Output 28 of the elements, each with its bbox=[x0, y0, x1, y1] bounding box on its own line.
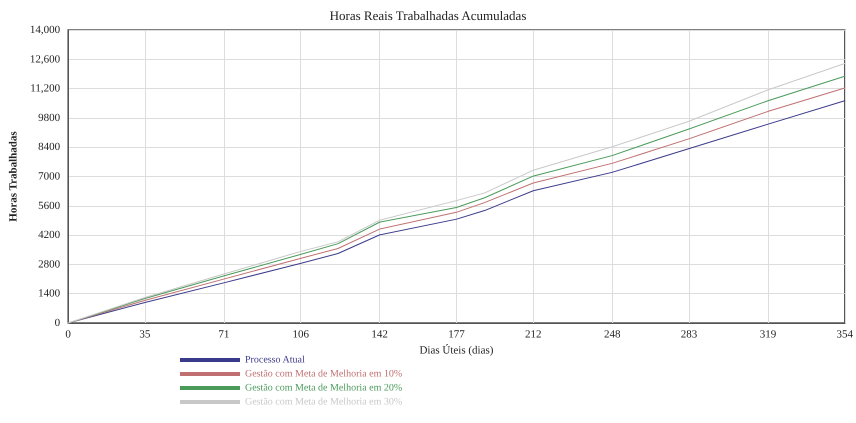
x-tick-label: 319 bbox=[760, 328, 777, 340]
x-axis-title: Dias Úteis (dias) bbox=[419, 343, 494, 356]
x-tick-label: 248 bbox=[604, 328, 621, 340]
x-tick-label: 0 bbox=[65, 328, 72, 340]
y-tick-label: 2800 bbox=[38, 258, 61, 270]
y-tick-label: 12,600 bbox=[30, 53, 61, 66]
x-tick-label: 354 bbox=[836, 328, 854, 340]
y-axis-title: Horas Trabalhadas bbox=[8, 130, 20, 222]
x-tick-label: 283 bbox=[680, 328, 698, 340]
chart-title: Horas Reais Trabalhadas Acumuladas bbox=[330, 8, 526, 23]
x-tick-label: 177 bbox=[448, 328, 466, 340]
x-tick-label: 212 bbox=[524, 328, 542, 340]
text: Gestão com Meta de Melhoria em 10% bbox=[245, 368, 402, 380]
text: Processo Atual bbox=[245, 354, 305, 366]
y-tick-label: 9800 bbox=[38, 112, 61, 124]
x-tick-label: 71 bbox=[218, 328, 230, 340]
x-tick-label: 142 bbox=[371, 328, 388, 340]
y-tick-label: 11,200 bbox=[30, 82, 61, 95]
text: Gestão com Meta de Melhoria em 20% bbox=[245, 382, 402, 394]
y-tick-label: 0 bbox=[54, 317, 61, 329]
y-tick-label: 1400 bbox=[38, 288, 61, 300]
x-tick-label: 106 bbox=[292, 328, 310, 340]
x-tick-label: 35 bbox=[139, 328, 151, 340]
y-tick-label: 14,000 bbox=[30, 24, 61, 36]
y-tick-label: 7000 bbox=[38, 170, 61, 182]
y-tick-label: 8400 bbox=[38, 141, 61, 154]
y-tick-label: 4200 bbox=[38, 229, 61, 242]
y-tick-label: 5600 bbox=[38, 200, 61, 212]
